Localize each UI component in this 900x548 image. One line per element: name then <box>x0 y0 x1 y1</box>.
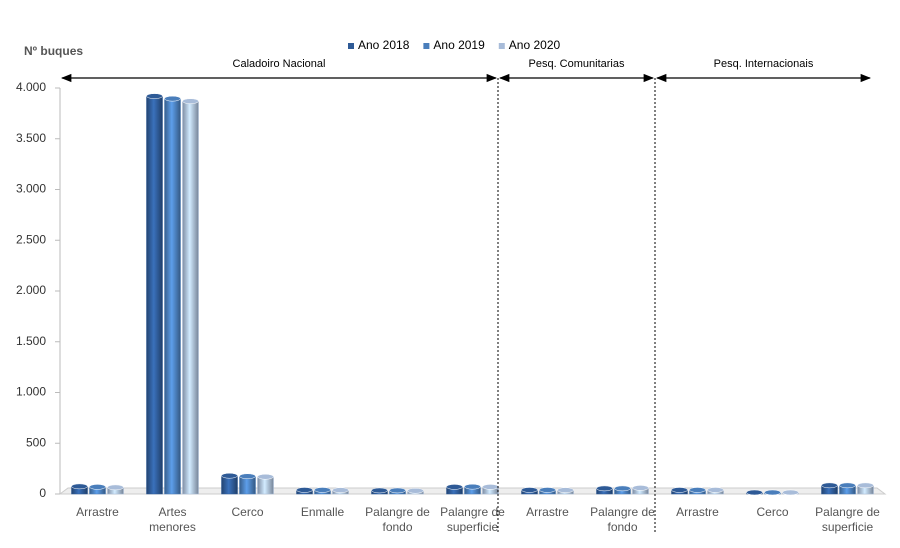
bar-cap <box>539 487 556 493</box>
bar-cap <box>221 472 238 479</box>
group-label: Pesq. Comunitarias <box>529 58 625 70</box>
y-tick-label: 4.000 <box>16 80 46 94</box>
y-tick-label: 2.000 <box>16 283 46 297</box>
bar-cap <box>146 93 163 99</box>
group-label: Pesq. Internacionais <box>714 58 814 70</box>
bar-cap <box>296 487 313 493</box>
bar-cap <box>332 487 349 493</box>
bar <box>182 100 199 495</box>
bar-cap <box>632 485 649 491</box>
legend-label: Ano 2018 <box>358 38 410 52</box>
y-tick-label: 0 <box>39 486 46 500</box>
bar-cap <box>857 482 874 489</box>
bar-cap <box>707 487 724 493</box>
bar-cap <box>239 473 256 479</box>
bar <box>146 95 163 495</box>
y-tick-label: 3.000 <box>16 182 46 196</box>
bar-cap <box>446 484 463 490</box>
legend-label: Ano 2020 <box>509 38 561 52</box>
bar-cap <box>371 487 388 494</box>
x-tick-label: Palangre de fondo <box>590 505 655 534</box>
bar-cap <box>614 485 631 492</box>
x-tick-label: Palangre de superficie <box>440 505 505 534</box>
x-tick-label: Arrastre <box>76 505 119 519</box>
x-tick-label: Palangre de superficie <box>815 505 880 534</box>
legend-swatch <box>348 43 354 49</box>
bar-cap <box>314 487 331 493</box>
x-tick-label: Enmalle <box>300 505 345 519</box>
y-axis-label: Nº buques <box>24 44 83 58</box>
bar-cap <box>689 487 706 493</box>
x-tick-label: Cerco <box>231 505 264 519</box>
bar <box>164 98 181 495</box>
bar-cap <box>257 473 274 480</box>
bar-cap <box>839 482 856 489</box>
x-tick-label: Palangre de fondo <box>365 505 430 534</box>
legend-label: Ano 2019 <box>433 38 485 52</box>
bar-cap <box>746 489 763 496</box>
x-tick-label: Cerco <box>756 505 789 519</box>
bar-cap <box>89 484 106 490</box>
bar-cap <box>596 485 613 492</box>
y-tick-label: 2.500 <box>16 232 46 246</box>
y-tick-label: 1.500 <box>16 334 46 348</box>
legend-swatch <box>423 43 430 49</box>
bar-cap <box>71 483 88 490</box>
legend-swatch <box>498 43 505 49</box>
group-label: Caladoiro Nacional <box>233 58 326 70</box>
bar-cap <box>182 98 199 104</box>
bar-cap <box>407 488 424 494</box>
y-tick-label: 3.500 <box>16 131 46 145</box>
bar-cap <box>107 484 124 491</box>
x-tick-label: Artes menores <box>149 505 196 534</box>
x-tick-label: Arrastre <box>676 505 719 519</box>
bar-cap <box>464 483 481 490</box>
x-tick-label: Arrastre <box>526 505 569 519</box>
bar-cap <box>164 95 181 102</box>
y-tick-label: 500 <box>26 435 46 449</box>
bar-cap <box>482 484 499 490</box>
bar-cap <box>821 482 838 489</box>
bar-cap <box>389 487 406 494</box>
bar-cap <box>521 487 538 493</box>
y-tick-label: 1.000 <box>16 385 46 399</box>
bar-cap <box>557 487 574 493</box>
bar-cap <box>764 489 781 496</box>
bar-cap <box>671 487 688 493</box>
bar-cap <box>782 489 799 496</box>
